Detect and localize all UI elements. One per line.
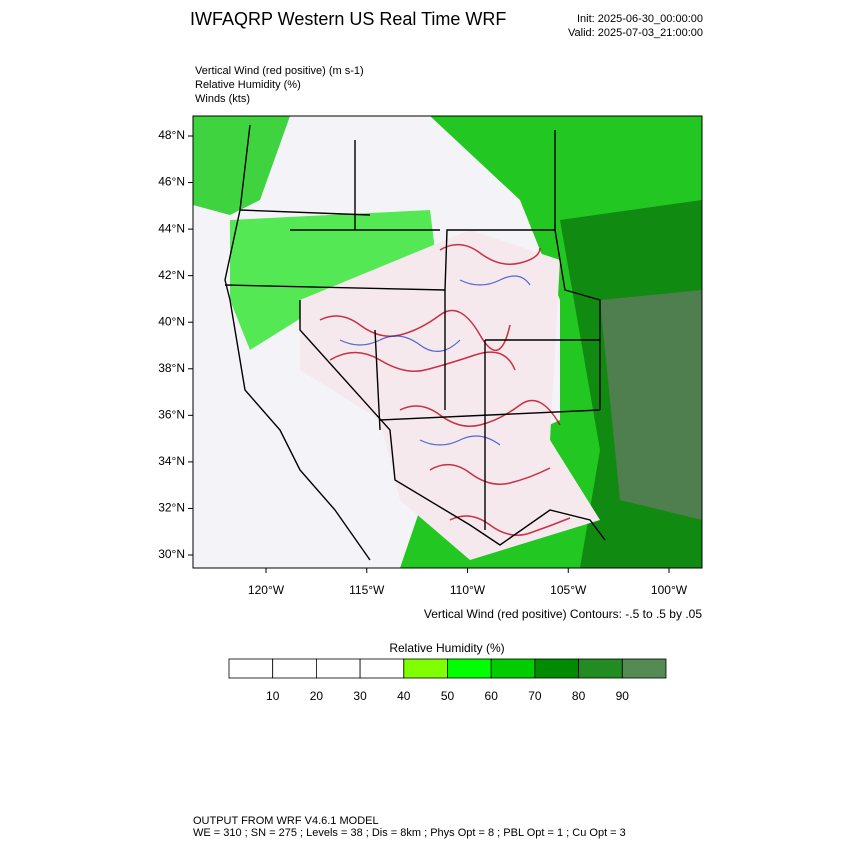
lat-label: 36°N [158,408,185,422]
colorbar-label: 60 [485,689,499,703]
colorbar: 10 20 30 40 50 60 70 80 90 [228,658,667,703]
colorbar-swatch [228,658,274,679]
colorbar-label: 90 [616,689,630,703]
lat-label: 32°N [158,501,185,515]
init-time: Init: 2025-06-30_00:00:00 [577,13,703,25]
colorbar-swatch [578,658,623,679]
map [192,115,703,569]
colorbar-label: 30 [353,689,367,703]
colorbar-swatch [403,658,448,679]
colorbar-label: 10 [266,689,280,703]
colorbar-label: 50 [441,689,455,703]
field-label: Relative Humidity (%) [195,79,301,91]
lon-label: 115°W [349,583,385,597]
lat-label: 44°N [158,221,185,235]
colorbar-swatch [534,658,580,679]
colorbar-swatch [447,658,492,679]
colorbar-swatch [272,658,317,679]
footer-line: WE = 310 ; SN = 275 ; Levels = 38 ; Dis … [193,827,626,839]
colorbar-swatch [621,658,667,679]
colorbar-swatch [315,658,361,679]
field-label: Vertical Wind (red positive) (m s-1) [195,65,364,77]
lat-label: 30°N [158,547,185,561]
colorbar-label: 40 [397,689,411,703]
title: IWFAQRP Western US Real Time WRF [190,9,506,29]
lat-label: 38°N [158,361,185,375]
lat-label: 42°N [158,268,185,282]
contour-note: Vertical Wind (red positive) Contours: -… [424,607,702,621]
colorbar-label: 80 [572,689,586,703]
lat-label: 48°N [158,128,185,142]
lat-label: 40°N [158,314,185,328]
colorbar-swatch [359,658,405,679]
lon-label: 110°W [450,583,486,597]
lon-label: 120°W [248,583,285,597]
lat-label: 46°N [158,175,185,189]
lon-label: 100°W [651,583,688,597]
footer-line: OUTPUT FROM WRF V4.6.1 MODEL [193,815,379,827]
colorbar-label: 20 [310,689,324,703]
colorbar-swatch [490,658,536,679]
lon-label: 105°W [550,583,587,597]
lat-label: 34°N [158,454,185,468]
colorbar-title: Relative Humidity (%) [389,641,504,655]
colorbar-label: 70 [528,689,542,703]
field-label: Winds (kts) [195,93,250,105]
valid-time: Valid: 2025-07-03_21:00:00 [568,27,703,39]
